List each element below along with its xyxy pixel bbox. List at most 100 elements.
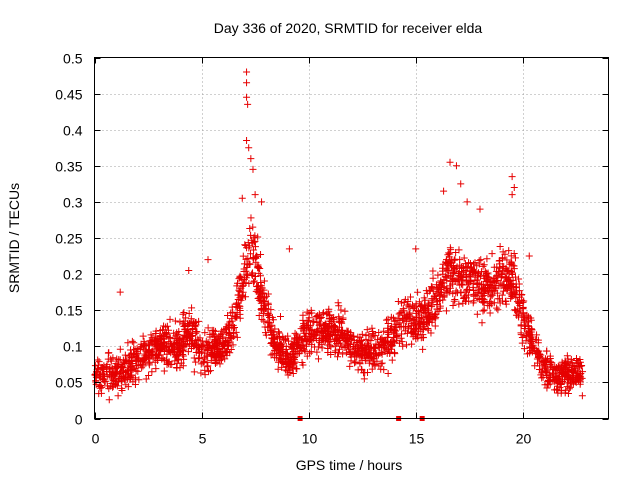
data-point xyxy=(457,273,465,281)
data-point xyxy=(281,366,289,374)
data-point xyxy=(415,298,423,306)
data-point xyxy=(480,306,488,314)
data-point xyxy=(173,329,181,337)
data-point xyxy=(470,292,478,300)
data-point xyxy=(576,376,584,384)
data-point xyxy=(429,267,437,275)
data-point xyxy=(533,346,541,354)
data-point xyxy=(176,318,184,326)
data-point xyxy=(390,325,398,333)
data-point xyxy=(246,225,254,233)
data-point xyxy=(294,341,302,349)
data-point xyxy=(172,351,180,359)
data-point xyxy=(463,285,471,293)
data-point xyxy=(467,277,475,285)
data-point xyxy=(225,331,233,339)
data-point xyxy=(420,301,428,309)
data-point xyxy=(509,291,517,299)
data-point xyxy=(303,337,311,345)
data-point xyxy=(131,364,139,372)
data-point xyxy=(314,355,322,363)
data-point xyxy=(233,282,241,290)
data-point xyxy=(179,341,187,349)
data-point xyxy=(192,358,200,366)
data-point xyxy=(300,329,308,337)
data-point xyxy=(146,358,154,366)
data-point xyxy=(202,337,210,345)
data-point xyxy=(248,272,256,280)
data-point xyxy=(440,284,448,292)
data-point xyxy=(450,297,458,305)
data-point xyxy=(564,374,572,382)
data-point xyxy=(204,362,212,370)
data-point xyxy=(229,341,237,349)
data-point xyxy=(557,389,565,397)
data-point xyxy=(508,261,516,269)
data-point xyxy=(443,266,451,274)
data-point xyxy=(168,360,176,368)
data-point xyxy=(218,330,226,338)
data-point xyxy=(127,366,135,374)
data-point xyxy=(397,334,405,342)
data-point xyxy=(500,267,508,275)
data-point xyxy=(264,312,272,320)
data-point xyxy=(412,245,420,253)
data-point xyxy=(311,332,319,340)
data-point xyxy=(537,371,545,379)
data-point xyxy=(394,314,402,322)
data-point xyxy=(563,352,571,360)
data-point xyxy=(394,298,402,306)
data-point xyxy=(247,155,255,163)
data-point xyxy=(439,270,447,278)
data-point xyxy=(150,340,158,348)
data-point xyxy=(176,348,184,356)
y-tick-label: 0.3 xyxy=(63,195,83,211)
data-point xyxy=(337,306,345,314)
data-point xyxy=(331,348,339,356)
data-point xyxy=(501,250,509,258)
data-point xyxy=(579,368,587,376)
data-point xyxy=(486,309,494,317)
data-point xyxy=(194,355,202,363)
data-point xyxy=(244,100,252,108)
data-point xyxy=(350,332,358,340)
data-point xyxy=(485,289,493,297)
data-point xyxy=(322,334,330,342)
data-point xyxy=(515,298,523,306)
data-point xyxy=(172,340,180,348)
data-point xyxy=(447,259,455,267)
data-point xyxy=(92,370,100,378)
data-point xyxy=(268,321,276,329)
data-point xyxy=(255,311,263,319)
data-point xyxy=(380,327,388,335)
data-point xyxy=(301,347,309,355)
data-point xyxy=(507,267,515,275)
data-point xyxy=(324,341,332,349)
data-point xyxy=(446,244,454,252)
data-point xyxy=(176,341,184,349)
data-point xyxy=(171,317,179,325)
data-point xyxy=(476,205,484,213)
data-point xyxy=(322,321,330,329)
data-point xyxy=(262,292,270,300)
data-point xyxy=(436,304,444,312)
data-point xyxy=(449,270,457,278)
data-point xyxy=(268,313,276,321)
data-point xyxy=(566,360,574,368)
data-point xyxy=(483,255,491,263)
data-point xyxy=(551,378,559,386)
data-point xyxy=(160,367,168,375)
y-tick-label: 0 xyxy=(75,412,83,428)
data-point xyxy=(524,313,532,321)
data-point xyxy=(190,319,198,327)
data-point xyxy=(98,372,106,380)
data-point xyxy=(268,334,276,342)
data-point xyxy=(512,294,520,302)
data-point xyxy=(181,325,189,333)
data-point xyxy=(337,340,345,348)
data-point xyxy=(335,328,343,336)
data-point xyxy=(250,277,258,285)
data-point xyxy=(180,309,188,317)
data-points xyxy=(91,68,587,421)
data-point xyxy=(425,287,433,295)
